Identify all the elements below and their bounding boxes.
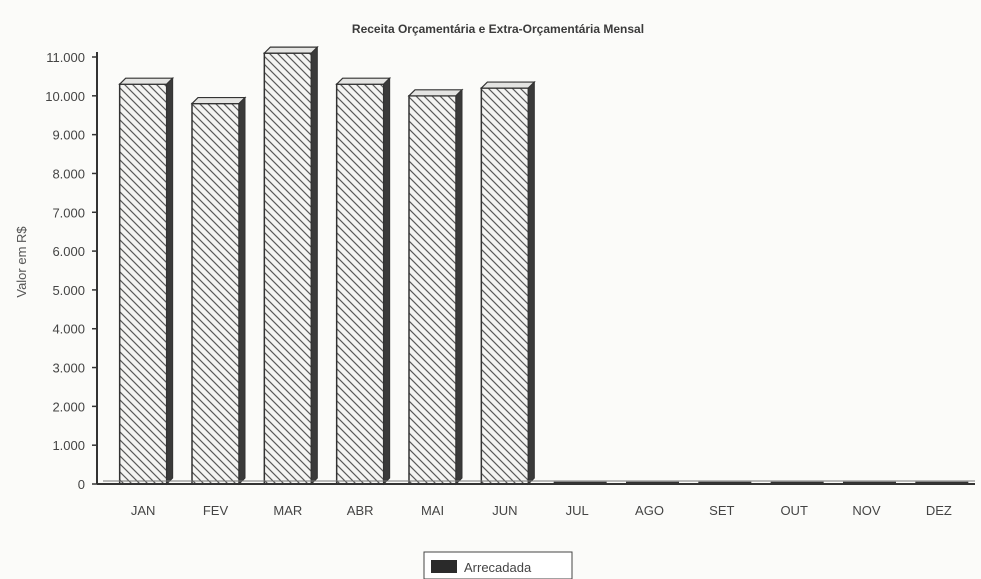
bar-side	[310, 45, 318, 486]
x-tick-label: AGO	[635, 503, 664, 518]
bar-jan	[118, 76, 175, 486]
bar-mai	[407, 88, 464, 486]
legend: Arrecadada	[423, 551, 573, 579]
x-tick-label: SET	[709, 503, 734, 518]
bar-front	[480, 87, 530, 485]
y-tick-label: 0	[78, 477, 85, 492]
y-tick-label: 7.000	[52, 205, 85, 220]
bar-side	[383, 76, 391, 486]
bar-side	[527, 80, 535, 486]
bar-top	[407, 89, 464, 97]
bar-jun	[479, 80, 536, 486]
y-tick-label: 9.000	[52, 128, 85, 143]
x-tick-label: MAI	[421, 503, 444, 518]
y-tick-label: 5.000	[52, 283, 85, 298]
bar-front	[335, 83, 385, 485]
bar-side	[455, 88, 463, 486]
bar-top	[335, 77, 392, 85]
bar-side	[238, 96, 246, 486]
y-axis-ticks: 0 1.000 2.000 3.000 4.000 5.000 6.000 7.000 8.00…	[45, 50, 97, 492]
bar-top	[479, 81, 536, 89]
bar-front	[118, 83, 168, 485]
x-tick-label: MAR	[273, 503, 302, 518]
bar-fev	[190, 96, 247, 486]
legend-swatch-arrecadada	[431, 560, 457, 573]
x-tick-label: FEV	[203, 503, 229, 518]
bar-front	[191, 102, 240, 485]
y-tick-label: 6.000	[52, 244, 85, 259]
y-tick-label: 2.000	[52, 399, 85, 414]
y-axis-label: Valor em R$	[14, 226, 29, 298]
bar-top	[190, 96, 247, 105]
bar-series-arrecadada	[118, 45, 969, 486]
bar-abr	[335, 76, 392, 486]
x-tick-label: JAN	[131, 503, 156, 518]
bar-mar	[262, 45, 319, 486]
y-tick-label: 11.000	[46, 50, 85, 65]
y-tick-label: 3.000	[52, 361, 85, 376]
x-axis-labels: JAN FEV MAR ABR MAI JUN JUL AGO SET OUT NOV DEZ	[131, 503, 952, 518]
x-tick-label: OUT	[780, 503, 808, 518]
x-tick-label: DEZ	[926, 503, 952, 518]
x-tick-label: JUL	[566, 503, 589, 518]
chart-title: Receita Orçamentária e Extra-Orçamentári…	[352, 22, 644, 36]
x-tick-label: NOV	[852, 503, 881, 518]
y-tick-label: 10.000	[45, 89, 85, 104]
y-tick-label: 4.000	[52, 322, 85, 337]
bar-front	[263, 52, 313, 485]
bar-top	[118, 77, 175, 85]
bar-side	[166, 76, 174, 486]
x-tick-label: ABR	[347, 503, 374, 518]
bar-top	[262, 46, 319, 54]
y-tick-label: 1.000	[52, 438, 85, 453]
legend-label-arrecadada: Arrecadada	[464, 560, 532, 575]
y-tick-label: 8.000	[52, 166, 85, 181]
x-tick-label: JUN	[492, 503, 517, 518]
bar-front	[408, 95, 457, 485]
